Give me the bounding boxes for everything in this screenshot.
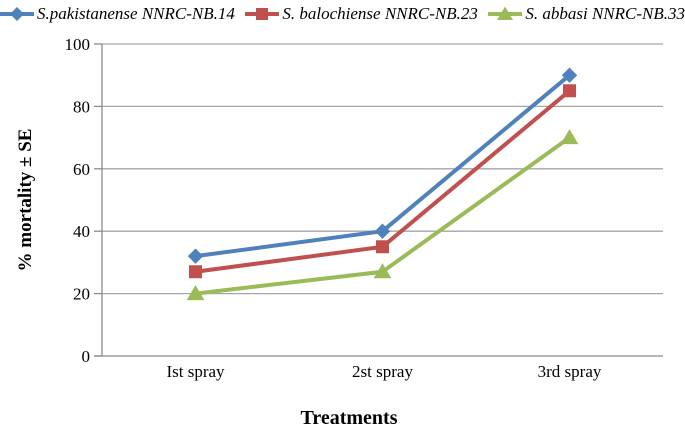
- y-tick-label: 20: [73, 285, 90, 304]
- triangle-marker-icon: [560, 129, 579, 145]
- y-tick-label: 60: [73, 160, 90, 179]
- x-axis-title: Treatments: [300, 407, 397, 429]
- y-axis-title: % mortality ± SE: [15, 129, 36, 272]
- square-legend-marker-icon: [245, 7, 280, 20]
- legend-label: S. abbasi NNRC-NB.33: [525, 3, 685, 23]
- diamond-marker-icon: [374, 223, 391, 239]
- square-marker-icon: [189, 265, 202, 279]
- diamond-marker-icon: [561, 67, 578, 83]
- y-tick-label: 40: [73, 222, 90, 241]
- y-tick-label: 80: [73, 97, 90, 116]
- y-tick-label: 100: [65, 35, 91, 54]
- diamond-legend-marker-icon: [0, 6, 34, 21]
- square-marker-icon: [563, 84, 576, 98]
- diamond-marker-icon: [187, 248, 204, 264]
- legend-marker-shape: [497, 6, 514, 20]
- y-tick-label: 0: [82, 347, 91, 366]
- triangle-legend-marker-icon: [488, 6, 523, 20]
- legend-item: S. abbasi NNRC-NB.33: [488, 4, 685, 24]
- legend-label: S.pakistanense NNRC-NB.14: [37, 3, 235, 23]
- triangle-marker-icon: [373, 263, 392, 279]
- legend-item: S. balochiense NNRC-NB.23: [245, 3, 478, 24]
- chart-legend: S.pakistanense NNRC-NB.14 S. balochiense …: [0, 1, 685, 26]
- legend-marker-shape: [256, 7, 269, 20]
- x-category-label: 2st spray: [352, 362, 413, 381]
- square-marker-icon: [376, 240, 389, 254]
- x-category-label: 3rd spray: [538, 362, 602, 381]
- legend-label: S. balochiense NNRC-NB.23: [282, 3, 478, 23]
- triangle-marker-icon: [186, 285, 205, 301]
- legend-item: S.pakistanense NNRC-NB.14: [0, 4, 235, 24]
- x-category-label: Ist spray: [166, 362, 225, 381]
- legend-marker-shape: [10, 6, 24, 21]
